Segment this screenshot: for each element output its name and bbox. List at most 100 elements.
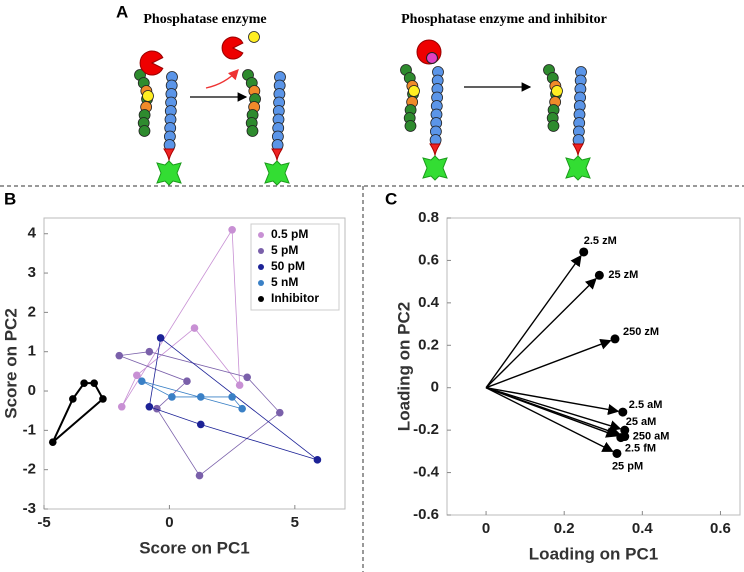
enzyme <box>139 50 164 76</box>
bead <box>248 31 260 43</box>
phosphate <box>271 148 283 162</box>
point-label: 2.5 fM <box>625 442 656 454</box>
x-axis-title: Score on PC1 <box>139 538 250 557</box>
point <box>117 402 126 411</box>
point <box>618 407 628 417</box>
point-label: 2.5 zM <box>584 235 617 247</box>
point <box>156 334 165 342</box>
point <box>238 404 246 413</box>
y-tick-label: 3 <box>28 264 36 281</box>
x-tick-label: 0.6 <box>710 520 731 537</box>
y-tick-label: 0 <box>28 382 36 399</box>
point <box>153 404 161 413</box>
panel-label: B <box>4 189 16 208</box>
point-label: 25 zM <box>608 269 638 281</box>
point <box>579 247 589 257</box>
legend-label: 50 pM <box>271 259 305 273</box>
series-outline <box>121 228 241 407</box>
series-outline <box>141 380 244 410</box>
receptor <box>422 155 448 181</box>
y-tick-label: 0 <box>431 379 439 396</box>
bead <box>551 85 563 97</box>
point <box>235 381 244 389</box>
legend-label: Inhibitor <box>271 291 319 305</box>
point <box>145 347 154 356</box>
point <box>612 448 622 458</box>
bead <box>246 125 259 137</box>
y-tick-label: 2 <box>28 303 36 320</box>
phosphate <box>429 143 441 157</box>
point <box>228 393 236 401</box>
legend-marker <box>258 296 264 302</box>
point <box>275 408 284 417</box>
point <box>48 438 57 446</box>
inhibitor <box>426 52 438 64</box>
y-tick-label: 1 <box>28 343 36 360</box>
point <box>594 270 604 280</box>
bead <box>138 125 151 137</box>
point <box>620 425 630 435</box>
point <box>138 377 146 385</box>
loading-vector <box>485 338 612 389</box>
x-tick-label: 0 <box>482 520 490 537</box>
loading-vector <box>485 254 582 389</box>
y-tick-label: -1 <box>23 421 36 438</box>
plot-frame <box>446 217 741 516</box>
receptor <box>565 155 591 181</box>
x-tick-label: 0.2 <box>554 520 575 537</box>
legend-marker <box>258 232 264 238</box>
enzyme <box>221 36 244 60</box>
x-tick-label: 0 <box>165 514 173 531</box>
point <box>610 334 620 344</box>
point <box>168 393 176 401</box>
y-tick-label: -0.2 <box>413 421 439 438</box>
bead <box>142 90 154 102</box>
receptor <box>156 160 182 186</box>
loading-vector <box>485 387 622 432</box>
legend-box <box>250 223 340 311</box>
y-axis-title: Loading on PC2 <box>394 302 413 431</box>
bead <box>547 120 560 132</box>
panel-label: C <box>385 189 397 208</box>
x-tick-label: 0.4 <box>632 520 654 537</box>
phosphate <box>572 143 584 157</box>
legend-marker <box>258 248 264 254</box>
y-tick-label: 0.6 <box>418 251 439 268</box>
point <box>80 379 88 387</box>
legend-label: 5 nM <box>271 275 298 289</box>
point <box>196 420 205 429</box>
y-tick-label: -3 <box>23 500 36 517</box>
y-tick-label: -0.4 <box>413 464 440 481</box>
x-tick-label: -5 <box>37 514 50 531</box>
y-tick-label: 0.2 <box>418 336 439 353</box>
receptor <box>264 160 290 186</box>
legend-marker <box>258 264 264 270</box>
point <box>183 377 191 385</box>
y-tick-label: 4 <box>28 225 37 242</box>
panel-title: Phosphatase enzyme and inhibitor <box>401 12 607 27</box>
point <box>616 433 626 443</box>
y-tick-label: -0.6 <box>413 506 439 523</box>
point <box>133 371 141 380</box>
x-axis-title: Loading on PC1 <box>529 544 658 563</box>
point-label: 250 zM <box>623 326 659 338</box>
point <box>196 393 205 401</box>
loading-vector <box>485 387 614 452</box>
point-label: 25 aM <box>626 416 657 428</box>
y-tick-label: 0.8 <box>418 209 439 226</box>
point <box>115 351 124 360</box>
point <box>90 379 98 387</box>
legend-label: 0.5 pM <box>271 227 308 241</box>
phosphate <box>163 148 175 162</box>
x-tick-label: 5 <box>291 514 299 531</box>
panel-title: Phosphatase enzyme <box>143 12 266 27</box>
plot-frame <box>43 217 346 510</box>
y-tick-label: -2 <box>23 461 36 478</box>
series-outline <box>119 351 281 477</box>
series-outline <box>51 382 105 443</box>
bead <box>408 85 420 97</box>
loading-vector <box>485 277 597 389</box>
point <box>145 402 154 411</box>
point <box>99 395 107 403</box>
